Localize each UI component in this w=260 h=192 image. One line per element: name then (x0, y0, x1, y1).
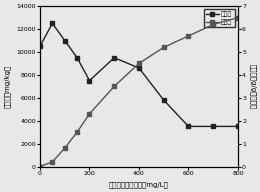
Line: 生物量: 生物量 (38, 16, 240, 168)
锌含量 (187, 125, 190, 127)
生物量 (138, 62, 141, 65)
生物量 (38, 165, 42, 168)
Y-axis label: 生物量（g/g）重量比: 生物量（g/g）重量比 (249, 64, 256, 109)
Legend: 锌含量, 生物量: 锌含量, 生物量 (204, 9, 235, 27)
锌含量 (113, 57, 116, 59)
生物量 (162, 46, 165, 49)
锌含量 (51, 22, 54, 25)
锌含量 (88, 79, 91, 82)
生物量 (88, 113, 91, 115)
锌含量 (212, 125, 215, 127)
锌含量 (162, 99, 165, 101)
生物量 (51, 161, 54, 163)
Y-axis label: 锌含量（mg/kg）: 锌含量（mg/kg） (4, 65, 11, 108)
生物量 (76, 131, 79, 133)
锌含量 (236, 125, 239, 127)
生物量 (187, 35, 190, 37)
X-axis label: 拾养基中的锌浓度（mg/L）: 拾养基中的锌浓度（mg/L） (109, 181, 169, 188)
生物量 (63, 147, 66, 149)
锌含量 (76, 57, 79, 59)
锌含量 (38, 45, 42, 47)
生物量 (236, 17, 239, 19)
生物量 (113, 85, 116, 88)
生物量 (212, 23, 215, 26)
Line: 锌含量: 锌含量 (38, 22, 240, 128)
锌含量 (63, 39, 66, 42)
锌含量 (138, 67, 141, 69)
